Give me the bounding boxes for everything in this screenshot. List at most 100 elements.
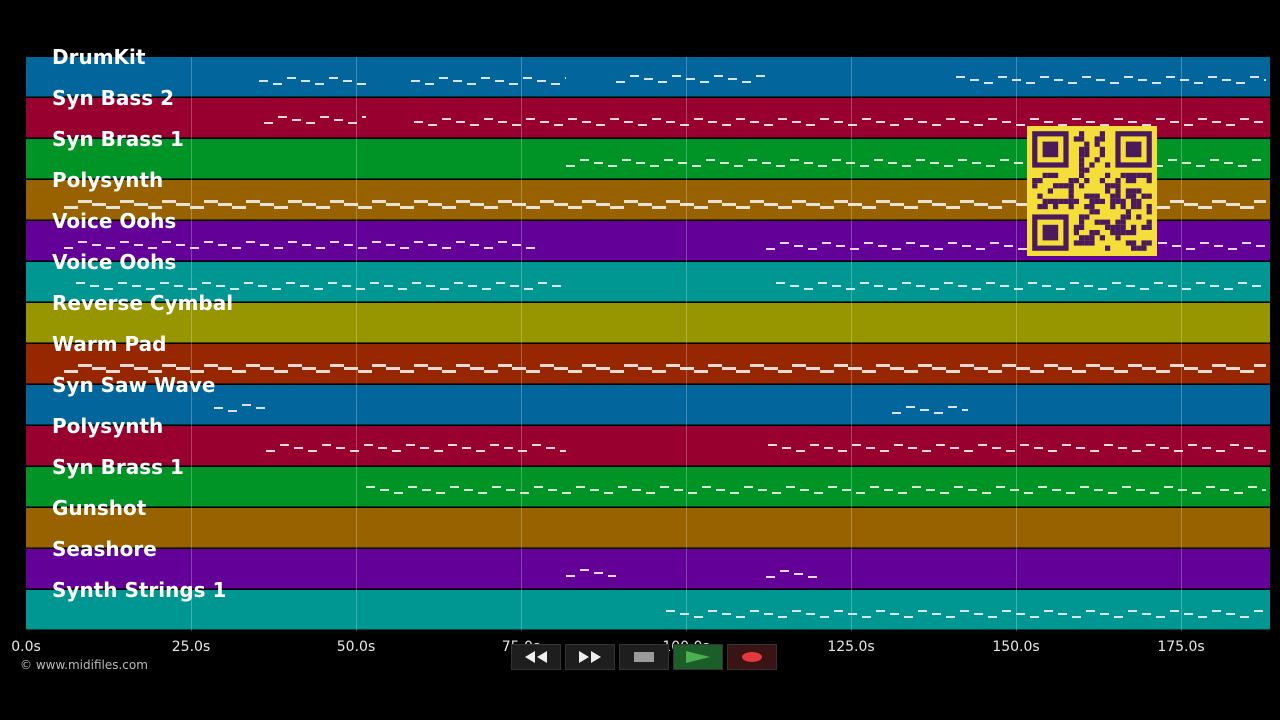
- midi-note: [540, 121, 549, 124]
- record-button[interactable]: [727, 644, 777, 670]
- midi-note: [370, 281, 379, 284]
- midi-note: [562, 491, 571, 494]
- midi-note: [972, 287, 981, 290]
- midi-note: [287, 76, 296, 79]
- midi-note: [484, 370, 498, 374]
- midi-note: [509, 82, 518, 85]
- midi-note: [330, 364, 344, 368]
- midi-note: [820, 118, 829, 121]
- midi-note: [1186, 247, 1195, 250]
- midi-note: [1168, 284, 1177, 287]
- midi-note: [1002, 610, 1011, 613]
- midi-note: [162, 200, 176, 204]
- track-lane: [26, 467, 1270, 507]
- midi-note: [778, 370, 792, 374]
- midi-note: [1122, 485, 1131, 488]
- midi-note: [350, 450, 359, 453]
- midi-note: [560, 450, 566, 453]
- midi-note: [1126, 284, 1135, 287]
- midi-note: [176, 367, 190, 371]
- midi-note: [638, 124, 647, 127]
- midi-note: [258, 284, 267, 287]
- midi-note: [1142, 124, 1151, 127]
- midi-note: [468, 284, 477, 287]
- midi-note: [1014, 161, 1023, 164]
- midi-note: [1154, 281, 1163, 284]
- midi-note: [920, 408, 929, 411]
- midi-note: [456, 241, 465, 244]
- midi-note: [1184, 124, 1193, 127]
- midi-note: [380, 488, 389, 491]
- midi-note: [162, 241, 171, 244]
- midi-note: [301, 79, 310, 82]
- midi-note: [1226, 367, 1240, 371]
- midi-note: [394, 491, 403, 494]
- midi-note: [1118, 447, 1127, 449]
- midi-note: [406, 444, 415, 447]
- midi-note: [554, 203, 568, 207]
- midi-note: [1184, 367, 1198, 371]
- midi-note: [384, 284, 393, 287]
- midi-note: [708, 610, 717, 613]
- midi-note: [1016, 203, 1030, 207]
- midi-note: [64, 247, 73, 250]
- midi-note: [918, 610, 927, 613]
- midi-note: [1192, 491, 1201, 494]
- midi-note: [622, 158, 631, 161]
- midi-note: [1072, 118, 1081, 121]
- midi-note: [146, 287, 155, 290]
- midi-note: [764, 203, 778, 207]
- play-button[interactable]: [673, 644, 723, 670]
- midi-note: [764, 124, 773, 127]
- midi-note: [1006, 450, 1015, 452]
- stop-button[interactable]: [619, 644, 669, 670]
- midi-note: [666, 200, 680, 204]
- midi-note: [694, 370, 708, 374]
- midi-note: [652, 206, 666, 210]
- midi-note: [846, 161, 855, 164]
- midi-note: [358, 370, 372, 374]
- midi-note: [372, 241, 381, 244]
- midi-note: [246, 241, 255, 244]
- midi-note: [988, 206, 1002, 210]
- midi-note: [694, 616, 703, 619]
- midi-note: [428, 244, 437, 247]
- midi-note: [78, 364, 92, 368]
- fast-forward-button[interactable]: [565, 644, 615, 670]
- midi-note: [1098, 287, 1107, 290]
- midi-note: [356, 287, 365, 290]
- midi-note: [1212, 364, 1226, 368]
- midi-note: [956, 76, 965, 79]
- midi-note: [260, 244, 269, 247]
- midi-note: [934, 247, 943, 250]
- midi-note: [958, 158, 967, 161]
- midi-note: [448, 444, 457, 447]
- midi-note: [302, 367, 316, 371]
- midi-note: [1170, 610, 1179, 613]
- midi-note: [246, 200, 260, 204]
- midi-note: [1140, 287, 1149, 290]
- midi-note: [758, 488, 767, 491]
- midi-note: [1034, 447, 1043, 449]
- midi-note: [694, 118, 703, 121]
- midi-note: [1086, 121, 1095, 124]
- rewind-button[interactable]: [511, 644, 561, 670]
- midi-note: [1196, 164, 1205, 167]
- midi-note: [428, 367, 442, 371]
- midi-note: [894, 444, 903, 446]
- midi-note: [1236, 82, 1245, 85]
- track-label: Reverse Cymbal: [52, 291, 234, 315]
- midi-note: [932, 367, 946, 371]
- midi-note: [1196, 281, 1205, 284]
- midi-note: [958, 284, 967, 287]
- midi-note: [828, 485, 837, 488]
- midi-note: [202, 281, 211, 284]
- midi-note: [120, 241, 129, 244]
- midi-note: [880, 450, 889, 452]
- midi-note: [1238, 281, 1247, 284]
- midi-note: [1100, 367, 1114, 371]
- midi-note: [106, 206, 120, 210]
- midi-note: [834, 200, 848, 204]
- track-label: Voice Oohs: [52, 250, 177, 274]
- midi-note: [278, 116, 287, 118]
